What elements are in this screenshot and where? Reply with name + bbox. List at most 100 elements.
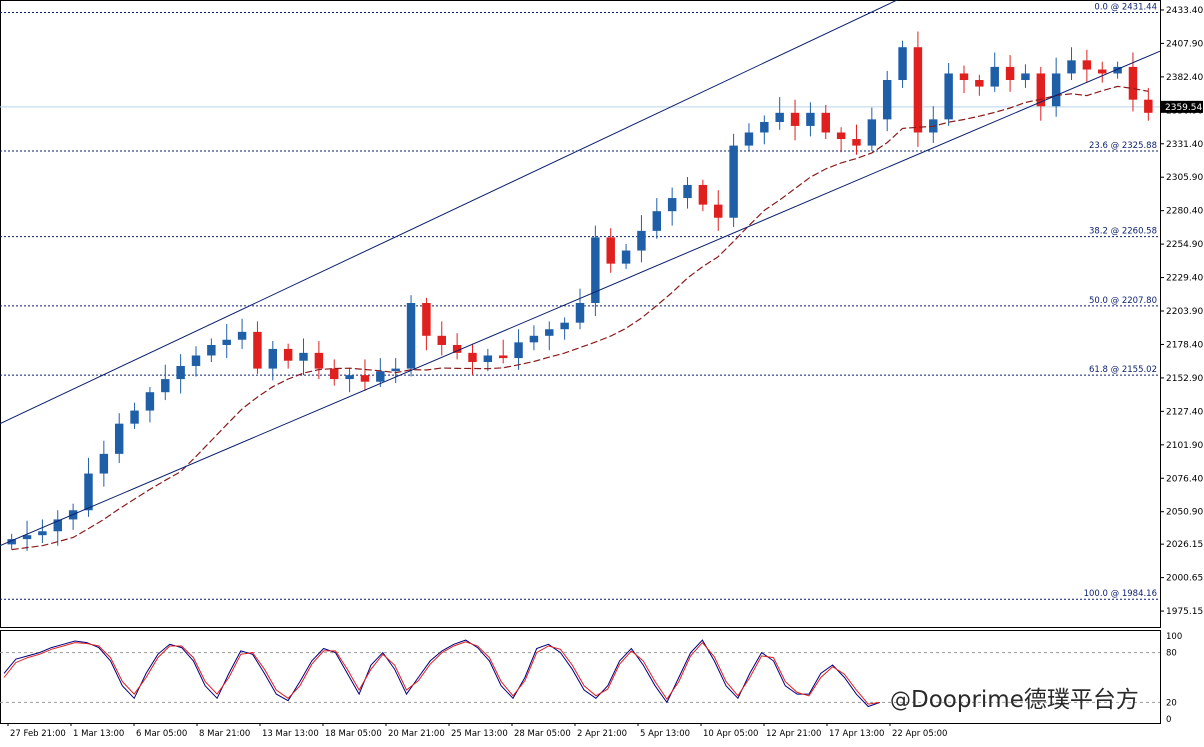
candle-body	[836, 132, 846, 140]
candle-body	[575, 303, 585, 323]
y-axis-tick-label: 2000.65	[1166, 574, 1203, 584]
candle-body	[1021, 73, 1030, 81]
candle-body	[53, 519, 62, 532]
y-axis-tick-label: 2229.40	[1166, 274, 1203, 284]
candle-body	[1144, 99, 1153, 113]
candle-body	[330, 368, 339, 380]
candle-body	[1051, 73, 1061, 107]
candle-body	[606, 237, 615, 264]
candle-body	[207, 344, 216, 356]
candle-body	[1113, 66, 1122, 74]
candle-body	[161, 379, 170, 393]
candle-body	[114, 423, 124, 454]
stochastic-panel-frame	[0, 630, 1161, 724]
candle-body	[913, 47, 923, 133]
candle-body	[1128, 66, 1138, 100]
stochastic-tick-label: 100	[1166, 632, 1182, 642]
fib-level-label: 0.0 @ 2431.44	[1094, 3, 1157, 13]
candle-body	[990, 66, 999, 87]
stochastic-series-line	[3, 641, 881, 705]
x-axis-tick-label: 27 Feb 21:00	[10, 729, 66, 739]
watermark-label: Dooprime德璞平台方	[911, 687, 1139, 713]
candle-body	[7, 539, 16, 545]
y-axis-tick-label: 2026.15	[1166, 540, 1203, 550]
x-axis-tick-label: 8 Mar 21:00	[199, 729, 250, 739]
candle-body	[667, 198, 677, 212]
candle-body	[560, 322, 569, 330]
x-axis-tick-label: 28 Mar 05:00	[514, 729, 571, 739]
current-price-box	[1161, 100, 1203, 113]
candle-body	[1005, 66, 1015, 81]
candle-body	[437, 335, 446, 345]
candle-body	[637, 230, 646, 251]
candle-body	[468, 352, 477, 363]
candle-body	[422, 303, 431, 336]
stochastic-tick-label: 0	[1166, 715, 1171, 725]
candle-body	[237, 331, 247, 340]
candle-body	[222, 339, 231, 345]
candle-body	[283, 348, 293, 361]
candle-body	[299, 352, 308, 361]
y-axis-tick-label: 2127.40	[1166, 407, 1203, 417]
y-axis-tick-label: 2203.90	[1166, 307, 1203, 317]
candle-body	[806, 112, 815, 126]
y-axis-tick-label: 1975.15	[1166, 607, 1203, 617]
y-axis-tick-label: 2101.90	[1166, 441, 1203, 451]
y-axis-tick-label: 2254.90	[1166, 240, 1203, 250]
x-axis-tick-label: 22 Apr 05:00	[892, 729, 947, 739]
y-axis-tick-label: 2382.40	[1166, 73, 1203, 83]
watermark-text: @Dooprime德璞平台方	[890, 680, 1139, 714]
watermark-at-icon: @	[890, 688, 911, 712]
candle-body	[1036, 73, 1046, 107]
candle-body	[1098, 69, 1107, 74]
fib-level-label: 50.0 @ 2207.80	[1089, 296, 1157, 306]
candle-body	[621, 250, 631, 264]
x-axis-tick-label: 2 Apr 21:00	[577, 729, 627, 739]
candle-body	[821, 112, 830, 133]
y-axis-tick-label: 2152.90	[1166, 374, 1203, 384]
candle-body	[130, 410, 139, 424]
candle-body	[775, 112, 784, 122]
candle-body	[652, 211, 662, 231]
candle-body	[406, 303, 416, 369]
candle-body	[176, 365, 185, 380]
fib-level-label: 38.2 @ 2260.58	[1089, 227, 1157, 237]
candle-body	[959, 73, 969, 81]
candle-body	[345, 375, 354, 380]
y-axis-tick-label: 2050.90	[1166, 508, 1203, 518]
candle-body	[452, 344, 462, 353]
candle-body	[867, 119, 877, 146]
candle-body	[790, 112, 800, 126]
candle-body	[191, 355, 201, 366]
stochastic-series-line	[3, 639, 881, 708]
y-axis-tick-label: 2433.40	[1166, 6, 1203, 16]
candle-body	[145, 392, 155, 411]
moving-average-line	[11, 85, 1149, 551]
candle-body	[698, 184, 708, 205]
candle-body	[744, 132, 754, 146]
x-axis-tick-label: 25 Mar 13:00	[451, 729, 508, 739]
fib-level-label: 23.6 @ 2325.88	[1089, 141, 1157, 151]
candle-body	[545, 329, 554, 336]
candle-body	[714, 204, 723, 218]
candle-body	[360, 375, 370, 382]
stochastic-tick-label: 20	[1166, 698, 1177, 708]
candle-body	[1067, 60, 1076, 74]
candle-body	[852, 139, 861, 146]
candle-body	[22, 535, 32, 540]
candle-body	[683, 184, 692, 199]
candle-body	[498, 355, 508, 359]
y-axis-tick-label: 2280.40	[1166, 207, 1203, 217]
candle-body	[898, 47, 907, 81]
y-axis-tick-label: 2305.90	[1166, 173, 1203, 183]
fib-level-label: 100.0 @ 1984.16	[1084, 589, 1157, 599]
channel-upper-line	[0, 0, 899, 425]
channel-lower-line	[0, 50, 1161, 547]
x-axis-tick-label: 1 Mar 13:00	[73, 729, 124, 739]
x-axis-tick-label: 20 Mar 21:00	[388, 729, 445, 739]
candle-body	[975, 80, 984, 87]
x-axis-tick-label: 10 Apr 05:00	[703, 729, 758, 739]
candle-body	[314, 352, 324, 369]
